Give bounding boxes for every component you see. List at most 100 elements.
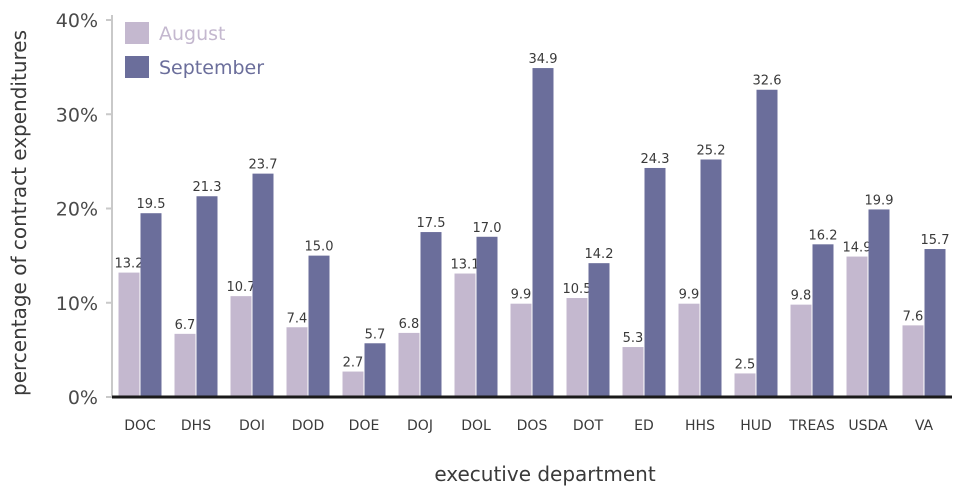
- bar-group-doj: 6.8 17.5: [398, 216, 446, 397]
- x-tick-label: USDA: [848, 418, 888, 434]
- data-label-august-doj: 6.8: [399, 317, 420, 332]
- data-label-september-treas: 16.2: [809, 228, 838, 243]
- x-tick-label: VA: [915, 418, 934, 434]
- data-label-august-usda: 14.9: [843, 241, 872, 256]
- y-tick-label: 40%: [56, 10, 98, 32]
- bar-august-dol: [454, 273, 476, 397]
- bar-group-dot: 10.5 14.2: [563, 247, 614, 397]
- y-tick-label: 0%: [68, 387, 98, 409]
- x-tick-label: TREAS: [788, 418, 835, 434]
- data-label-september-doc: 19.5: [137, 197, 166, 212]
- bar-august-dos: [510, 303, 532, 397]
- y-tick-label: 30%: [56, 104, 98, 126]
- bar-september-doe: [364, 343, 386, 397]
- x-tick-label: DOD: [292, 418, 325, 434]
- data-label-september-hud: 32.6: [753, 74, 782, 89]
- data-label-august-hhs: 9.9: [679, 288, 700, 303]
- data-label-august-hud: 2.5: [735, 357, 756, 372]
- x-tick-label: HUD: [740, 418, 772, 434]
- bar-august-doc: [118, 272, 140, 397]
- data-label-september-dod: 15.0: [305, 240, 334, 255]
- x-axis-title: executive department: [434, 462, 656, 486]
- bar-september-hud: [756, 89, 778, 398]
- legend: August September: [125, 22, 264, 79]
- y-tick-label: 10%: [56, 293, 98, 315]
- x-axis: DOC DHS DOI DOD DOE DOJ DOL DOS DOT ED HHS HUD TREAS…: [112, 395, 952, 434]
- data-label-september-usda: 19.9: [865, 193, 894, 208]
- bar-group-dhs: 6.7 21.3: [174, 180, 222, 397]
- bar-august-doi: [230, 296, 252, 397]
- legend-item-september: September: [125, 56, 264, 79]
- bars: 13.2 19.5 6.7 21.3 10.7 23.7 7.4 15.0 2.75.7 6.8 1…: [115, 52, 950, 398]
- data-label-september-dhs: 21.3: [193, 180, 222, 195]
- bar-group-doe: 2.75.7: [342, 327, 386, 397]
- data-label-august-dod: 7.4: [287, 311, 308, 326]
- bar-group-hhs: 9.9 25.2: [678, 143, 726, 397]
- data-label-september-dol: 17.0: [473, 221, 502, 236]
- bar-august-doe: [342, 371, 364, 397]
- bar-august-hhs: [678, 303, 700, 397]
- bar-september-dod: [308, 255, 330, 397]
- data-label-august-treas: 9.8: [791, 289, 812, 304]
- data-label-august-dot: 10.5: [563, 282, 592, 297]
- bar-group-usda: 14.9 19.9: [843, 193, 894, 397]
- bar-september-usda: [868, 209, 890, 397]
- data-label-august-dos: 9.9: [511, 288, 532, 303]
- bar-august-ed: [622, 347, 644, 397]
- x-tick-label: DOI: [239, 418, 265, 434]
- legend-label: September: [159, 57, 264, 79]
- bar-group-hud: 2.5 32.6: [734, 74, 782, 398]
- data-label-september-hhs: 25.2: [697, 143, 726, 158]
- data-label-september-doi: 23.7: [249, 158, 278, 173]
- x-tick-label: DOJ: [407, 418, 433, 434]
- bar-august-va: [902, 325, 924, 397]
- bar-september-doi: [252, 173, 274, 397]
- bar-group-ed: 5.3 24.3: [622, 152, 670, 397]
- bar-group-doi: 10.7 23.7: [227, 158, 278, 397]
- legend-label: August: [159, 23, 226, 45]
- bar-group-dos: 9.9 34.9: [510, 52, 558, 397]
- data-label-september-dot: 14.2: [585, 247, 614, 262]
- x-tick-label: ED: [634, 418, 654, 434]
- bar-august-doj: [398, 332, 420, 397]
- data-label-august-dol: 13.1: [451, 258, 480, 273]
- bar-september-va: [924, 249, 946, 397]
- y-axis-title: percentage of contract expenditures: [7, 30, 31, 396]
- bar-august-dot: [566, 298, 588, 397]
- bar-september-ed: [644, 167, 666, 397]
- bar-september-treas: [812, 244, 834, 397]
- data-label-september-doj: 17.5: [417, 216, 446, 231]
- bar-august-usda: [846, 256, 868, 397]
- x-tick-label: DOS: [517, 418, 548, 434]
- data-label-september-doe: 5.7: [365, 327, 386, 342]
- x-tick-label: DOL: [461, 418, 491, 434]
- data-label-august-doi: 10.7: [227, 280, 256, 295]
- bar-september-hhs: [700, 159, 722, 397]
- x-tick-label: HHS: [685, 418, 715, 434]
- x-tick-label: DOC: [124, 418, 156, 434]
- bar-group-dol: 13.1 17.0: [451, 221, 502, 397]
- bar-september-dos: [532, 68, 554, 397]
- bar-august-dod: [286, 327, 308, 397]
- data-label-august-va: 7.6: [903, 309, 924, 324]
- data-label-september-va: 15.7: [921, 233, 950, 248]
- data-label-september-dos: 34.9: [529, 52, 558, 67]
- bar-august-treas: [790, 304, 812, 397]
- bar-september-dhs: [196, 196, 218, 397]
- bar-group-treas: 9.8 16.2: [790, 228, 838, 397]
- legend-item-august: August: [125, 22, 226, 45]
- legend-swatch: [125, 56, 149, 78]
- data-label-august-doc: 13.2: [115, 257, 144, 272]
- bar-september-doj: [420, 232, 442, 397]
- x-tick-label: DHS: [181, 418, 211, 434]
- data-label-august-doe: 2.7: [343, 356, 364, 371]
- x-tick-label: DOT: [573, 418, 604, 434]
- data-label-august-dhs: 6.7: [175, 318, 196, 333]
- bar-august-dhs: [174, 333, 196, 397]
- data-label-august-ed: 5.3: [623, 331, 644, 346]
- y-axis: 0% 10% 20% 30% 40%: [56, 10, 113, 409]
- data-label-september-ed: 24.3: [641, 152, 670, 167]
- legend-swatch: [125, 22, 149, 44]
- bar-september-dol: [476, 236, 498, 397]
